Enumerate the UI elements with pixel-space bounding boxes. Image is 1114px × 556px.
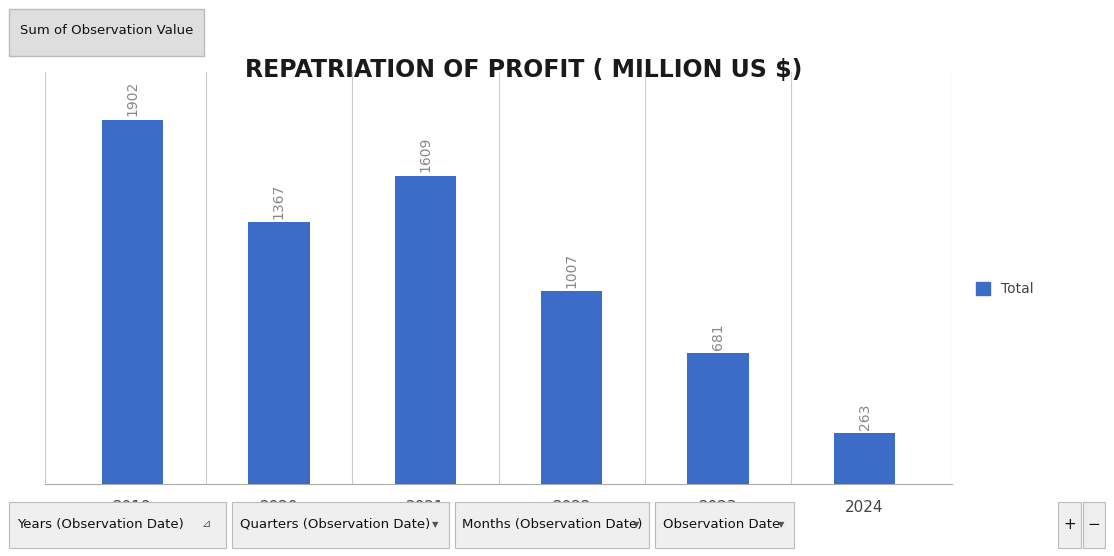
Bar xyxy=(394,176,456,484)
Text: 1902: 1902 xyxy=(126,81,139,116)
Bar xyxy=(687,354,749,484)
FancyBboxPatch shape xyxy=(1083,502,1105,548)
Text: Observation Date: Observation Date xyxy=(663,518,780,530)
FancyBboxPatch shape xyxy=(655,502,794,548)
Text: 1609: 1609 xyxy=(418,137,432,172)
Text: 263: 263 xyxy=(858,404,871,430)
Text: 1007: 1007 xyxy=(565,252,579,287)
Legend: Total: Total xyxy=(970,276,1039,302)
Text: ▼: ▼ xyxy=(633,519,639,529)
Bar xyxy=(541,291,603,484)
FancyBboxPatch shape xyxy=(9,8,204,56)
FancyBboxPatch shape xyxy=(232,502,449,548)
Text: 681: 681 xyxy=(711,324,725,350)
Bar xyxy=(834,433,896,484)
Text: ▼: ▼ xyxy=(432,519,439,529)
FancyBboxPatch shape xyxy=(9,502,226,548)
Text: 1367: 1367 xyxy=(272,183,286,219)
Text: Sum of Observation Value: Sum of Observation Value xyxy=(20,24,193,37)
Text: +: + xyxy=(1063,517,1076,532)
Text: Quarters (Observation Date): Quarters (Observation Date) xyxy=(240,518,430,530)
Text: ⊿: ⊿ xyxy=(202,519,211,529)
Text: REPATRIATION OF PROFIT ( MILLION US $): REPATRIATION OF PROFIT ( MILLION US $) xyxy=(245,58,802,82)
Text: −: − xyxy=(1087,517,1101,532)
Bar xyxy=(248,222,310,484)
Text: Years (Observation Date): Years (Observation Date) xyxy=(17,518,184,530)
Bar xyxy=(101,120,163,484)
Text: ▼: ▼ xyxy=(778,519,784,529)
Text: Months (Observation Date): Months (Observation Date) xyxy=(462,518,643,530)
FancyBboxPatch shape xyxy=(455,502,649,548)
FancyBboxPatch shape xyxy=(1058,502,1081,548)
